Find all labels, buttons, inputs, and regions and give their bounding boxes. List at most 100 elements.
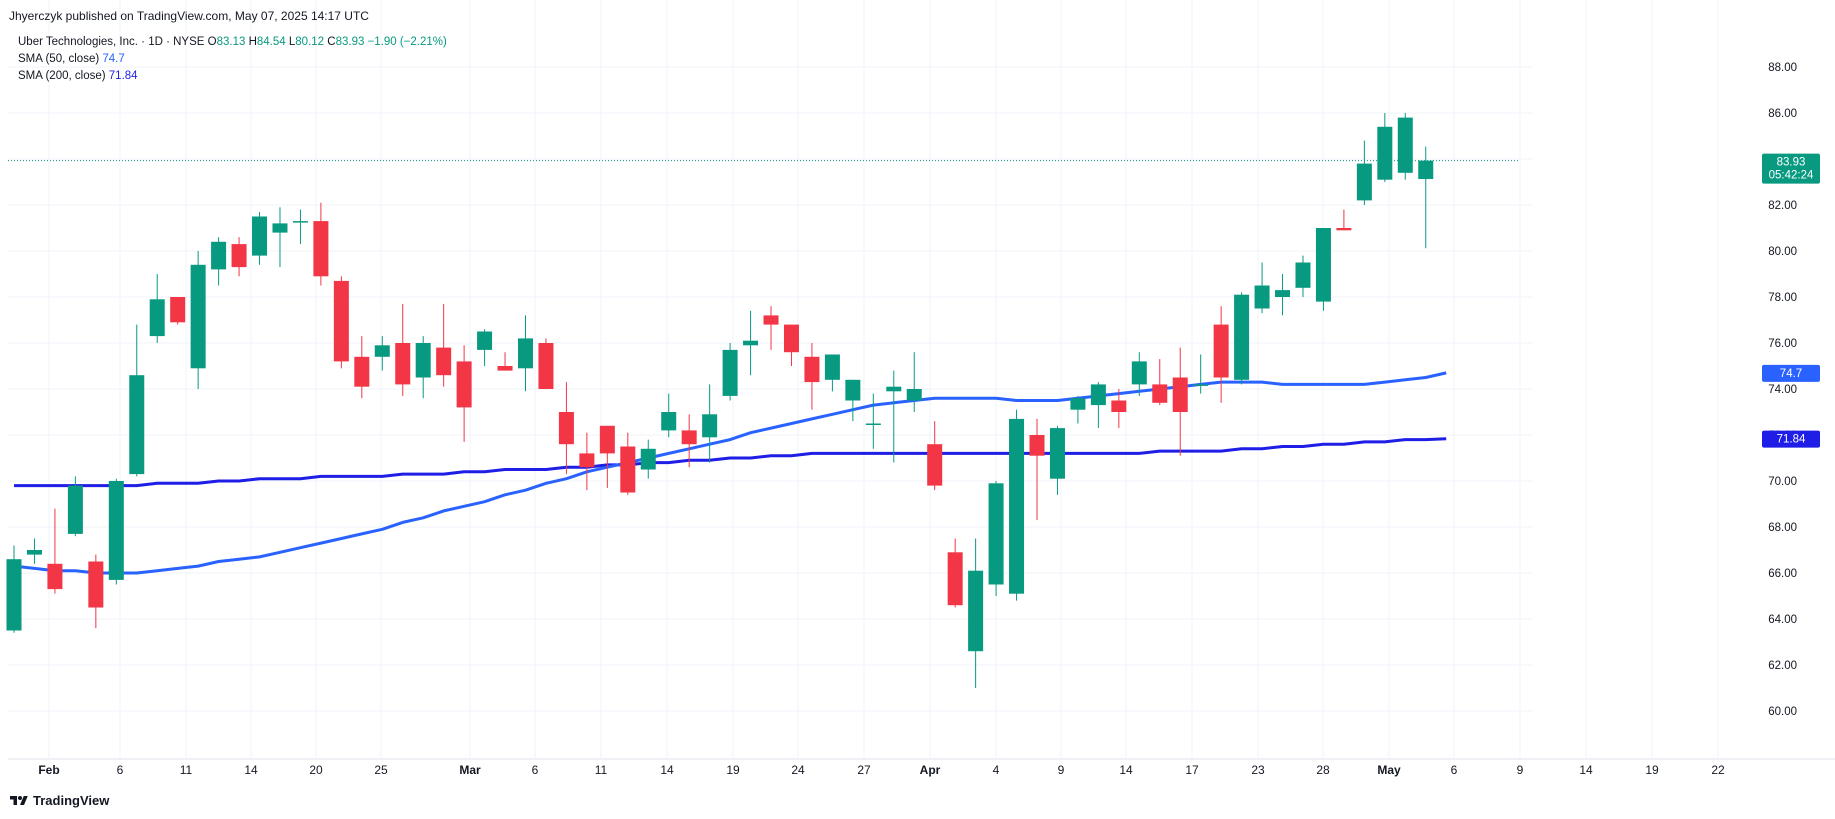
candle[interactable]	[1009, 409, 1025, 601]
sma200-line[interactable]	[14, 437, 1447, 488]
candle[interactable]	[354, 336, 370, 399]
y-tick-label: 82.00	[1768, 200, 1797, 212]
candle[interactable]	[845, 379, 861, 422]
candle[interactable]	[170, 297, 186, 325]
candle[interactable]	[824, 354, 840, 392]
candle[interactable]	[333, 276, 349, 369]
candle[interactable]	[415, 336, 431, 399]
candle[interactable]	[1193, 354, 1209, 394]
candle[interactable]	[1090, 382, 1106, 429]
candle-body	[67, 485, 83, 534]
candle[interactable]	[129, 324, 145, 477]
candle[interactable]	[538, 338, 554, 389]
candle[interactable]	[1336, 209, 1352, 231]
candle[interactable]	[1418, 146, 1434, 249]
close-label: C	[327, 36, 336, 48]
candle[interactable]	[497, 352, 513, 371]
candle-body	[743, 340, 759, 346]
candle-body	[661, 412, 677, 431]
candle[interactable]	[579, 432, 595, 491]
candle[interactable]	[1295, 255, 1311, 297]
sma50-value: 74.7	[102, 53, 125, 65]
candle[interactable]	[661, 393, 677, 438]
candle[interactable]	[88, 554, 104, 629]
y-tick-label: 64.00	[1768, 614, 1797, 626]
candle[interactable]	[1029, 418, 1045, 521]
candle[interactable]	[1111, 389, 1127, 429]
candle[interactable]	[620, 432, 636, 495]
candle[interactable]	[927, 421, 943, 491]
candle[interactable]	[947, 538, 963, 608]
candle[interactable]	[1315, 228, 1331, 311]
candle[interactable]	[743, 310, 759, 376]
candle[interactable]	[395, 303, 411, 396]
chart-legend: Uber Technologies, Inc. · 1D · NYSE O83.…	[18, 34, 447, 85]
candle-body	[292, 221, 308, 223]
candle-body	[1377, 126, 1393, 180]
candle[interactable]	[47, 508, 63, 594]
sma50-legend-row[interactable]: SMA (50, close) 74.7	[18, 51, 447, 68]
candle[interactable]	[456, 345, 472, 442]
candle[interactable]	[722, 343, 738, 401]
candle[interactable]	[190, 251, 206, 389]
tradingview-brand: TradingView	[33, 793, 110, 808]
candle[interactable]	[436, 303, 452, 387]
candle[interactable]	[252, 211, 268, 265]
candle[interactable]	[1213, 306, 1229, 403]
candle[interactable]	[702, 384, 718, 463]
candle[interactable]	[231, 237, 247, 277]
candle-body	[1213, 324, 1229, 378]
candle[interactable]	[906, 352, 922, 412]
candle[interactable]	[211, 237, 227, 286]
candle[interactable]	[804, 343, 820, 410]
candle[interactable]	[26, 538, 42, 564]
candle[interactable]	[865, 393, 881, 449]
candle[interactable]	[681, 414, 697, 468]
candle[interactable]	[558, 382, 574, 475]
last-price-tag-text: 83.93	[1777, 157, 1806, 169]
sma200-legend-row[interactable]: SMA (200, close) 71.84	[18, 68, 447, 85]
candle[interactable]	[763, 306, 779, 350]
tradingview-footer[interactable]: TradingView	[9, 793, 109, 808]
candle[interactable]	[374, 336, 390, 371]
candle[interactable]	[1356, 140, 1372, 205]
candle[interactable]	[1070, 395, 1086, 424]
candle[interactable]	[149, 274, 165, 343]
candle[interactable]	[1131, 352, 1147, 396]
candle-body	[824, 354, 840, 380]
candle-body	[1315, 228, 1331, 302]
candle[interactable]	[1152, 359, 1168, 406]
candle-body	[149, 299, 165, 337]
candle[interactable]	[1254, 262, 1270, 314]
candle[interactable]	[1275, 274, 1291, 316]
candle[interactable]	[968, 538, 984, 689]
candle[interactable]	[1234, 292, 1250, 385]
close-value: 83.93	[335, 36, 365, 48]
candle-body	[190, 264, 206, 369]
sma50-label: SMA (50, close)	[18, 53, 100, 65]
candle[interactable]	[518, 315, 533, 392]
candle[interactable]	[1397, 113, 1413, 180]
candle[interactable]	[988, 481, 1004, 596]
symbol-legend-row[interactable]: Uber Technologies, Inc. · 1D · NYSE O83.…	[18, 34, 447, 51]
candle[interactable]	[783, 324, 799, 366]
candle[interactable]	[599, 425, 615, 488]
candle[interactable]	[272, 207, 288, 268]
candle[interactable]	[1377, 113, 1393, 182]
sma200-tag	[1762, 430, 1820, 448]
sma50-line[interactable]	[13, 371, 1447, 575]
time-axis[interactable]: Feb 6 11 14 20 25 Mar 6 11 14 19 24 27 Apr 4 9 14 17 23 28 M…	[8, 758, 1835, 777]
candle[interactable]	[477, 329, 493, 366]
candle[interactable]	[313, 202, 329, 286]
candle[interactable]	[1049, 425, 1065, 495]
candle[interactable]	[886, 370, 902, 463]
candle[interactable]	[292, 209, 308, 245]
candle[interactable]	[108, 478, 124, 585]
candle[interactable]	[6, 545, 22, 633]
candle[interactable]	[1172, 347, 1188, 456]
candle[interactable]	[67, 476, 83, 537]
candle-body	[26, 550, 42, 555]
candle[interactable]	[640, 439, 656, 479]
